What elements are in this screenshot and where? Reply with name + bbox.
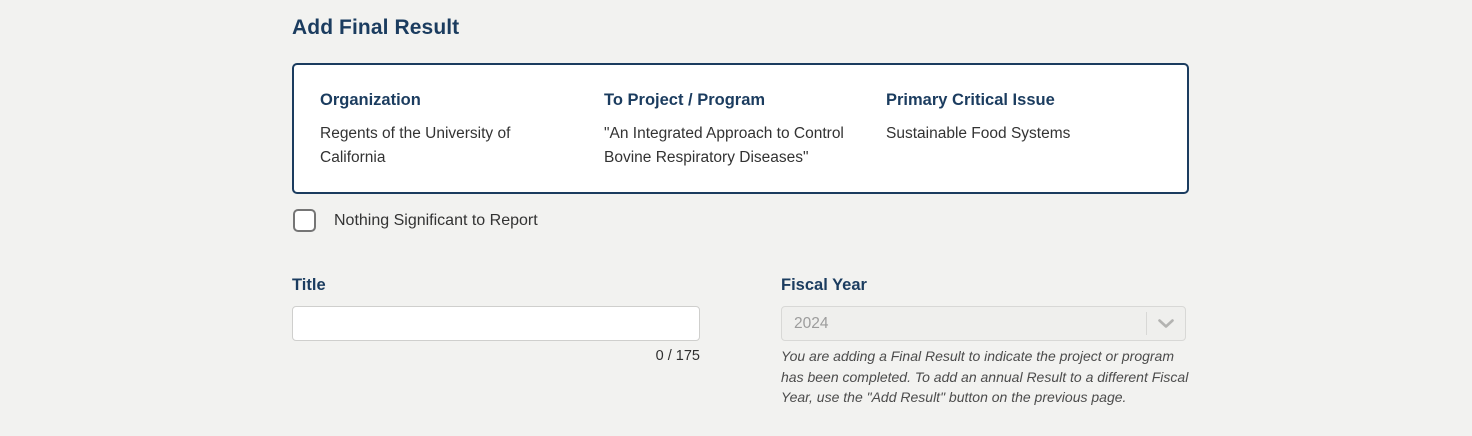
nothing-significant-row: Nothing Significant to Report [293, 209, 538, 232]
fiscal-year-label: Fiscal Year [781, 276, 867, 294]
page-title: Add Final Result [292, 16, 460, 39]
summary-column-organization: Organization Regents of the University o… [320, 91, 604, 192]
fiscal-year-select[interactable]: 2024 [781, 306, 1186, 341]
title-input[interactable] [292, 306, 700, 341]
nothing-significant-label[interactable]: Nothing Significant to Report [334, 211, 538, 229]
summary-box: Organization Regents of the University o… [292, 63, 1189, 194]
select-divider [1146, 312, 1147, 335]
organization-value: Regents of the University of California [320, 125, 511, 166]
summary-column-project-program: To Project / Program "An Integrated Appr… [604, 91, 886, 192]
title-field-label: Title [292, 276, 326, 294]
critical-issue-label: Primary Critical Issue [886, 91, 1055, 109]
project-program-value: "An Integrated Approach to Control Bovin… [604, 125, 844, 166]
chevron-down-icon [1147, 307, 1185, 340]
critical-issue-value: Sustainable Food Systems [886, 125, 1071, 142]
summary-column-critical-issue: Primary Critical Issue Sustainable Food … [886, 91, 1167, 192]
organization-label: Organization [320, 91, 421, 109]
fiscal-year-selected-value: 2024 [794, 314, 829, 332]
title-char-counter: 0 / 175 [655, 348, 700, 364]
fiscal-year-help-text: You are adding a Final Result to indicat… [781, 348, 1189, 405]
nothing-significant-checkbox[interactable] [293, 209, 316, 232]
project-program-label: To Project / Program [604, 91, 766, 109]
